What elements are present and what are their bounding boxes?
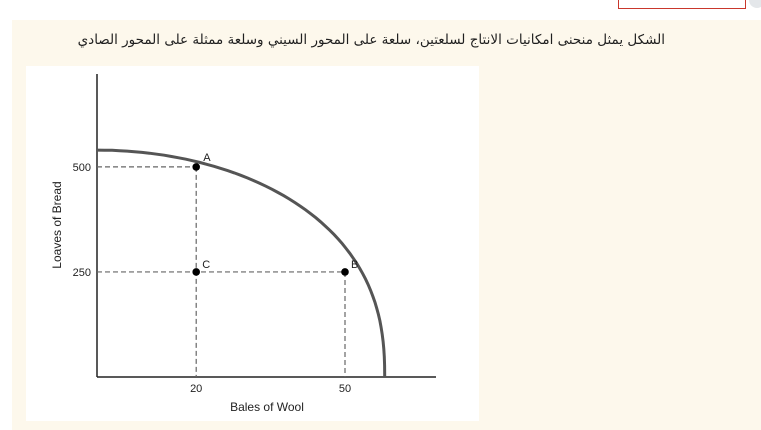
question-text: الشكل يمثل منحنى امكانيات الانتاج لسلعتي… (77, 32, 665, 48)
answer-box-outline (618, 0, 746, 9)
x-axis-label: Bales of Wool (230, 400, 304, 414)
data-points: A B C (192, 152, 358, 276)
ppc-chart: A B C 500 250 20 50 Bales of Wool Loaves o… (50, 74, 436, 414)
y-axis-label: Loaves of Bread (50, 181, 64, 268)
x-tick-label-20: 20 (190, 383, 202, 395)
question-card: الشكل يمثل منحنى امكانيات الانتاج لسلعتي… (12, 20, 761, 430)
point-a (192, 163, 200, 171)
x-tick-label-50: 50 (339, 383, 351, 395)
point-label-c: C (202, 259, 210, 271)
ppc-curve (96, 148, 387, 378)
y-tick-label-250: 250 (73, 267, 91, 279)
point-b (341, 268, 349, 276)
point-label-b: B (351, 259, 358, 271)
y-tick-label-500: 500 (73, 162, 91, 174)
ppc-figure: A B C 500 250 20 50 Bales of Wool Loaves o… (26, 66, 479, 421)
point-label-a: A (203, 152, 211, 164)
guide-lines (97, 166, 346, 377)
corner-circle (749, 0, 761, 8)
point-c (192, 268, 200, 276)
